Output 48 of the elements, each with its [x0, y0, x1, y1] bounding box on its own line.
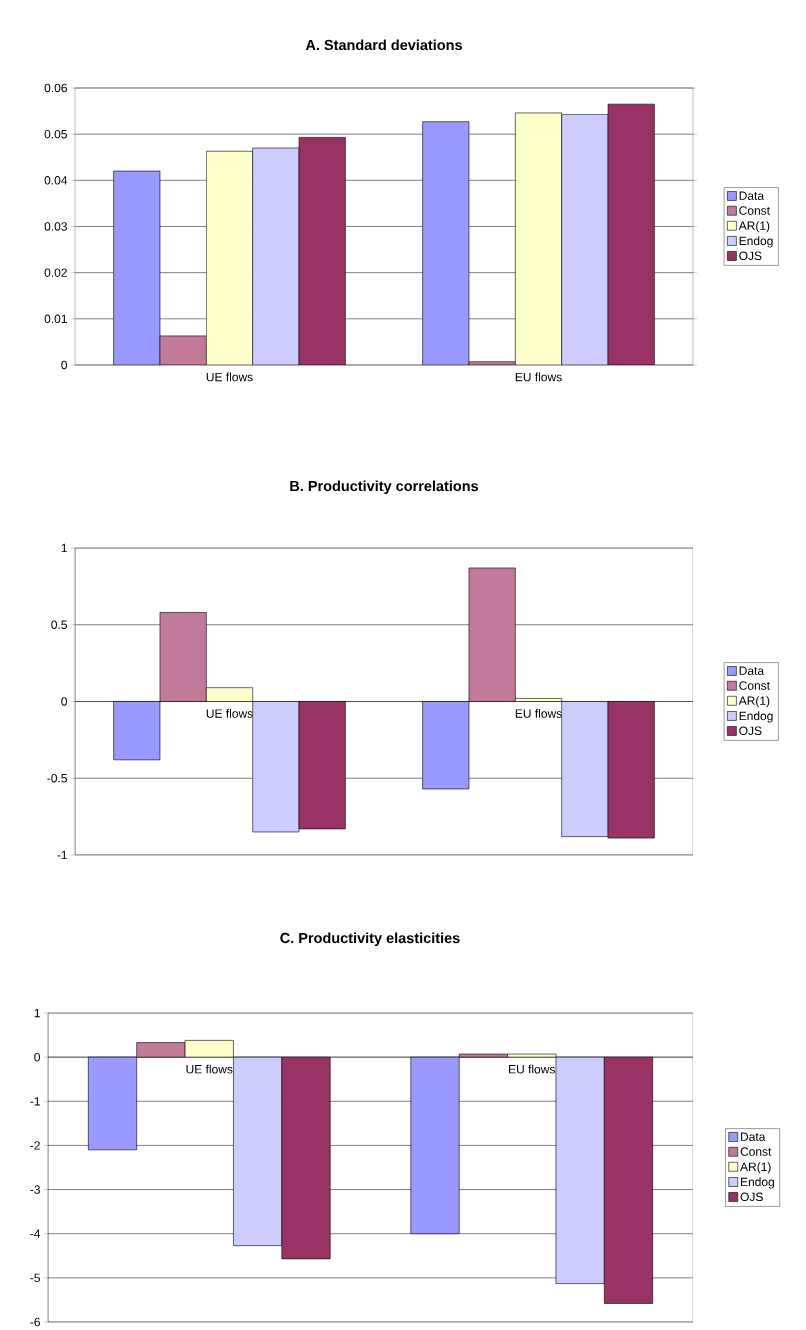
y-tick-label: 1 [61, 543, 67, 553]
y-tick-label: 0 [61, 360, 68, 370]
y-tick-label: 0.01 [44, 314, 67, 324]
x-tick-label: EU flows [509, 1064, 555, 1074]
y-tick-label: -6 [30, 1317, 40, 1327]
y-tick-label: 0.03 [44, 222, 67, 231]
y-tick-label: -0.5 [47, 774, 67, 783]
legend-label: AR(1) [738, 696, 770, 708]
legend-label: Endog [739, 236, 773, 248]
y-tick-label: -2 [30, 1141, 40, 1150]
x-tick-label: EU flows [515, 709, 562, 718]
legend-label: Endog [739, 711, 773, 723]
legend-label: OJS [740, 1192, 763, 1202]
y-tick-label: 0.5 [51, 620, 67, 629]
x-tick-label: UE flows [206, 709, 253, 718]
legend-label: Const [740, 1147, 772, 1156]
y-tick-label: 0.04 [44, 176, 68, 185]
legend-label: Data [739, 666, 765, 675]
bar [113, 170, 161, 365]
x-tick-label: EU flows [515, 372, 562, 382]
legend-label: Const [739, 206, 770, 215]
bar [298, 137, 346, 365]
y-tick-label: -5 [30, 1273, 40, 1283]
chart-title: B. Productivity correlations [290, 480, 479, 494]
chart-title: A. Standard deviations [305, 39, 462, 51]
legend-label: Data [741, 1132, 766, 1141]
y-tick-label: -1 [57, 850, 67, 860]
y-tick-label: 0.06 [44, 83, 67, 93]
legend-label: Const [739, 681, 770, 690]
y-tick-label: 0.02 [44, 268, 67, 277]
bar [607, 103, 655, 365]
legend-label: OJS [739, 251, 762, 261]
legend-label: AR(1) [740, 1162, 771, 1174]
y-tick-label: 1 [34, 1008, 40, 1018]
y-tick-label: -4 [30, 1229, 41, 1238]
y-tick-label: -3 [30, 1185, 40, 1194]
y-tick-label: 0 [61, 697, 68, 706]
legend-label: Data [739, 191, 765, 200]
y-tick-label: 0.05 [44, 129, 67, 139]
y-tick-label: -1 [30, 1097, 40, 1106]
chart-title: C. Productivity elasticities [280, 932, 460, 947]
x-tick-label: UE flows [186, 1064, 233, 1074]
legend-label: OJS [739, 726, 762, 736]
x-tick-label: UE flows [206, 372, 253, 382]
legend-label: Endog [741, 1177, 774, 1189]
y-tick-label: 0 [34, 1052, 41, 1062]
legend-label: AR(1) [738, 221, 770, 233]
bar [422, 121, 470, 365]
